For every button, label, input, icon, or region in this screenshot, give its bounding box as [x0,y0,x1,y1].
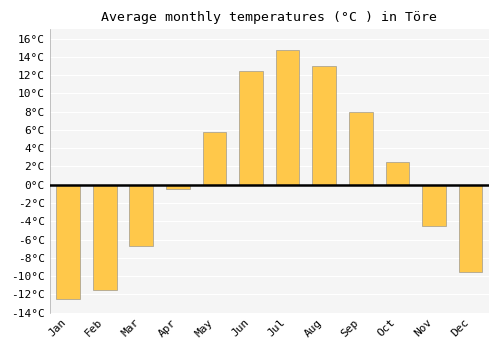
Bar [422,185,446,226]
Bar [166,185,190,189]
Bar [458,185,482,272]
Bar [239,71,263,185]
Bar [276,50,299,185]
Title: Average monthly temperatures (°C ) in Töre: Average monthly temperatures (°C ) in Tö… [102,11,437,24]
Bar [202,132,226,185]
Bar [92,185,116,290]
Bar [312,66,336,185]
Bar [56,185,80,299]
Bar [130,185,153,246]
Bar [349,112,372,185]
Bar [386,162,409,185]
